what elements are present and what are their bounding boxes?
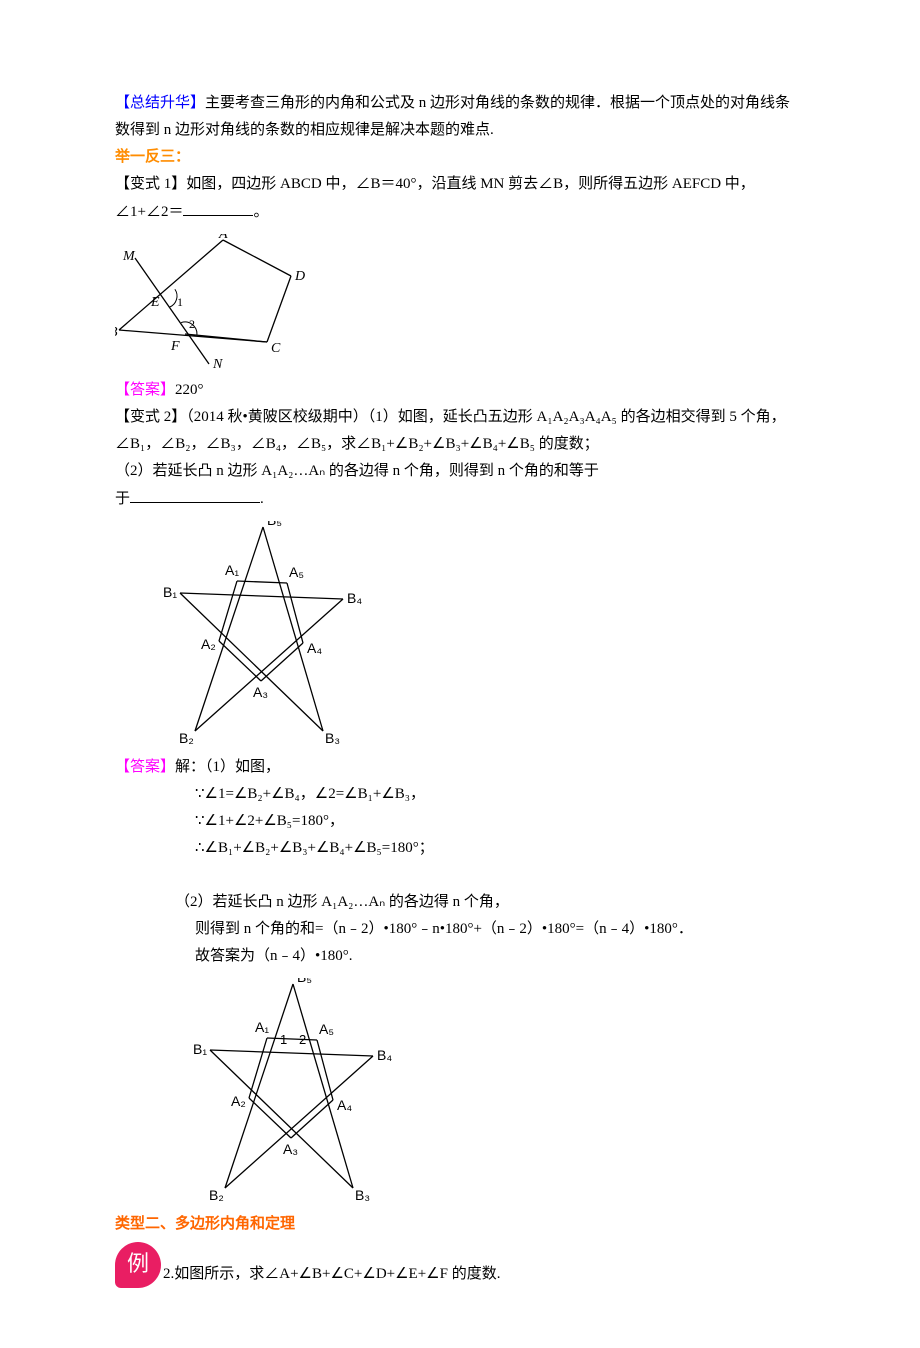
variant-2-part2-after: . bbox=[260, 491, 264, 507]
summary-label: 【总结升华】 bbox=[115, 95, 205, 111]
answer-1-value: 220° bbox=[175, 382, 204, 398]
svg-text:B₂: B₂ bbox=[179, 730, 194, 746]
variant-1-after: 。 bbox=[253, 204, 268, 220]
answer-2-intro: 【答案】解：（1）如图， bbox=[115, 754, 805, 781]
example-badge-icon: 例 bbox=[115, 1242, 161, 1288]
answer-1-label: 【答案】 bbox=[115, 382, 175, 398]
summary-text: 主要考查三角形的内角和公式及 n 边形对角线的条数的规律．根据一个顶点处的对角线… bbox=[115, 95, 790, 138]
svg-text:1: 1 bbox=[280, 1032, 287, 1047]
svg-text:B: B bbox=[115, 325, 118, 340]
answer-2-label: 【答案】 bbox=[115, 759, 175, 775]
answer-2-intro-text: 解：（1）如图， bbox=[175, 759, 280, 775]
answer-2-part2a: （2）若延长凸 n 边形 A₁A₂…Aₙ 的各边得 n 个角， bbox=[115, 889, 805, 916]
variant-2-cite: （2014 秋•黄陂区校级期中） bbox=[186, 409, 368, 425]
svg-text:A₅: A₅ bbox=[289, 564, 304, 580]
svg-text:B₄: B₄ bbox=[347, 590, 362, 606]
example-2: 例2.如图所示，求∠A+∠B+∠C+∠D+∠E+∠F 的度数. bbox=[115, 1242, 805, 1288]
variant-2-part2: （2）若延长凸 n 边形 A₁A₂…Aₙ 的各边得 n 个角，则得到 n 个角的… bbox=[115, 458, 805, 513]
svg-text:B₃: B₃ bbox=[325, 730, 340, 746]
variant-2: 【变式 2】（2014 秋•黄陂区校级期中）（1）如图，延长凸五边形 A₁A₂A… bbox=[115, 404, 805, 458]
answer-2-line3: ∴∠B₁+∠B₂+∠B₃+∠B₄+∠B₅=180°； bbox=[115, 835, 805, 862]
svg-text:A₄: A₄ bbox=[307, 640, 322, 656]
blank-field bbox=[183, 198, 253, 216]
category-2-header: 类型二、多边形内角和定理 bbox=[115, 1211, 805, 1238]
svg-text:M: M bbox=[122, 249, 136, 264]
svg-text:1: 1 bbox=[177, 295, 183, 309]
answer-1: 【答案】220° bbox=[115, 377, 805, 404]
svg-text:A₂: A₂ bbox=[201, 636, 216, 652]
svg-text:N: N bbox=[212, 357, 223, 369]
svg-text:B₁: B₁ bbox=[193, 1041, 207, 1057]
svg-text:B₅: B₅ bbox=[297, 978, 312, 985]
svg-text:C: C bbox=[271, 341, 281, 356]
answer-2-part2b: 则得到 n 个角的和=（n﹣2）•180°﹣n•180°+（n﹣2）•180°=… bbox=[115, 916, 805, 943]
blank-field-long bbox=[130, 485, 260, 503]
svg-text:A₃: A₃ bbox=[253, 684, 268, 700]
svg-text:E: E bbox=[150, 295, 160, 310]
variant-2-label: 【变式 2】 bbox=[115, 409, 186, 425]
star-diagram-angles: B₁ B₂ B₃ B₄ B₅ A₁ A₂ A₃ A₄ A₅ 12 bbox=[175, 978, 405, 1203]
svg-text:B₅: B₅ bbox=[267, 521, 282, 528]
svg-text:A₁: A₁ bbox=[225, 562, 239, 578]
svg-text:B₃: B₃ bbox=[355, 1187, 370, 1203]
answer-2-line2: ∵∠1+∠2+∠B₅=180°， bbox=[115, 808, 805, 835]
variant-1: 【变式 1】如图，四边形 ABCD 中，∠B＝40°，沿直线 MN 剪去∠B，则… bbox=[115, 171, 805, 226]
svg-text:A₃: A₃ bbox=[283, 1141, 298, 1157]
svg-text:B₁: B₁ bbox=[163, 584, 177, 600]
variant-header: 举一反三： bbox=[115, 144, 805, 171]
svg-text:2: 2 bbox=[189, 317, 195, 331]
answer-2-part2c: 故答案为（n﹣4）•180°. bbox=[115, 943, 805, 970]
svg-text:D: D bbox=[294, 269, 305, 284]
svg-text:A: A bbox=[218, 234, 228, 242]
answer-2-line1: ∵∠1=∠B₂+∠B₄，∠2=∠B₁+∠B₃， bbox=[115, 781, 805, 808]
svg-text:A₂: A₂ bbox=[231, 1093, 246, 1109]
svg-text:A₁: A₁ bbox=[255, 1019, 269, 1035]
svg-text:2: 2 bbox=[299, 1032, 306, 1047]
svg-text:B₂: B₂ bbox=[209, 1187, 224, 1203]
svg-text:A₄: A₄ bbox=[337, 1097, 352, 1113]
summary-paragraph: 【总结升华】主要考查三角形的内角和公式及 n 边形对角线的条数的规律．根据一个顶… bbox=[115, 90, 805, 144]
variant-2-part2-before: （2）若延长凸 n 边形 A₁A₂…Aₙ 的各边得 n 个角，则得到 n 个角的… bbox=[115, 463, 599, 479]
example-num: 2. bbox=[163, 1266, 174, 1282]
pentagon-diagram-1: A D C B M N E F 12 bbox=[115, 234, 305, 369]
svg-text:F: F bbox=[170, 339, 180, 354]
svg-text:A₅: A₅ bbox=[319, 1021, 334, 1037]
example-text: 如图所示，求∠A+∠B+∠C+∠D+∠E+∠F 的度数. bbox=[174, 1266, 500, 1282]
svg-text:B₄: B₄ bbox=[377, 1047, 392, 1063]
variant-1-label: 【变式 1】 bbox=[115, 176, 186, 192]
star-diagram: B₁ B₂ B₃ B₄ B₅ A₁ A₂ A₃ A₄ A₅ bbox=[145, 521, 375, 746]
